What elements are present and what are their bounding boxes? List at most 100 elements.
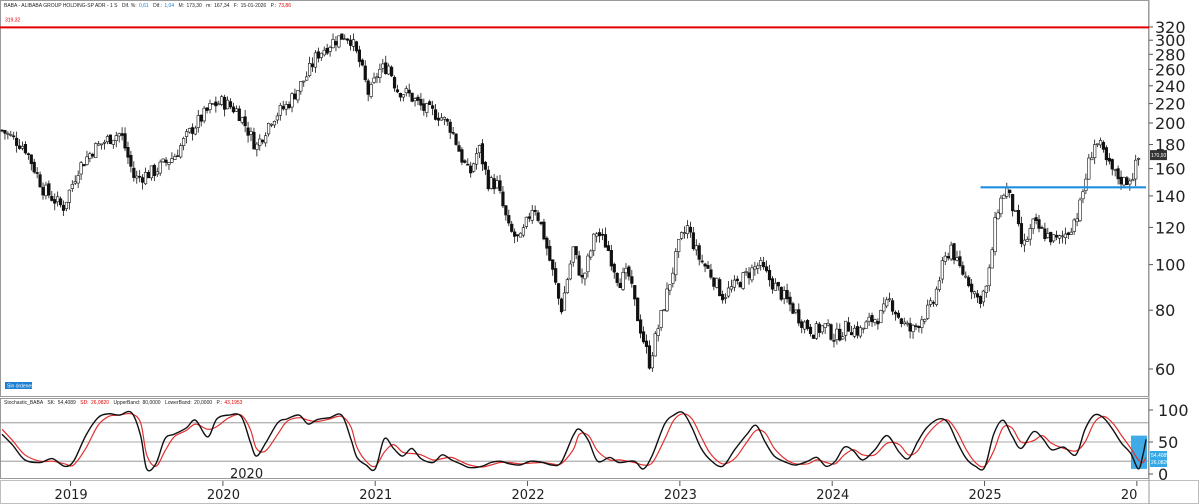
candle-body	[507, 215, 511, 224]
candle-body	[319, 52, 323, 58]
time-tick-label: 2021	[359, 488, 392, 503]
candle-body	[788, 296, 792, 305]
time-tick-label: 2020	[207, 488, 240, 503]
candle-body	[1119, 176, 1123, 185]
candle-body	[141, 177, 145, 183]
candle-body	[551, 259, 555, 270]
candle-body	[1131, 179, 1135, 182]
price-tick-label: 60	[1155, 360, 1175, 379]
candle-body	[17, 145, 22, 149]
candle-body	[466, 163, 470, 166]
candle-body	[97, 143, 101, 146]
candle-body	[445, 119, 449, 122]
candle-body	[700, 260, 704, 263]
candle-body	[644, 340, 649, 347]
candle-body	[885, 299, 889, 307]
candle-body	[548, 246, 552, 261]
price-tick-label: 100	[1155, 256, 1186, 275]
candle-body	[823, 323, 827, 328]
candle-body	[1057, 235, 1062, 239]
price-overlays: 319,32 170,93	[0, 17, 1167, 189]
candle-body	[143, 172, 148, 185]
candle-body	[416, 96, 420, 101]
candle-body	[419, 99, 423, 106]
candle-body	[161, 158, 165, 163]
oscillator-header: Stochastic_BABA SK: 54,4089 SD: 26,0820 …	[4, 400, 243, 406]
candle-body	[252, 131, 256, 150]
candle-body	[392, 76, 397, 89]
candle-body	[1104, 147, 1108, 161]
candle-body	[463, 160, 467, 163]
candle-body	[375, 76, 379, 79]
candle-body	[556, 283, 561, 299]
candle-body	[586, 255, 590, 273]
candle-body	[225, 99, 230, 110]
candle-body	[243, 116, 247, 127]
candle-body	[105, 136, 110, 142]
candle-body	[249, 131, 253, 135]
candle-body	[721, 294, 725, 301]
candle-body	[949, 244, 953, 260]
candle-body	[173, 156, 177, 160]
candle-body	[759, 260, 763, 266]
candle-body	[152, 164, 156, 177]
candle-body	[1043, 228, 1047, 239]
time-axis-frame	[0, 480, 1199, 504]
candle-body	[208, 103, 212, 110]
candle-body	[524, 216, 528, 227]
price-tick-label: 200	[1155, 114, 1186, 133]
candle-body	[474, 153, 479, 165]
candle-body	[808, 326, 813, 334]
candle-body	[1075, 218, 1079, 223]
candle-body	[129, 155, 133, 167]
candle-body	[1028, 227, 1032, 240]
price-tick-label: 260	[1155, 60, 1186, 79]
candle-body	[401, 94, 405, 98]
candle-body	[568, 263, 572, 280]
candle-body	[480, 143, 485, 165]
candle-body	[934, 288, 939, 305]
candle-body	[876, 321, 880, 325]
candle-body	[23, 144, 28, 154]
candle-body	[832, 340, 836, 342]
candle-body	[653, 333, 657, 357]
candle-body	[665, 288, 669, 312]
candle-body	[384, 62, 388, 75]
price-panel-frame	[0, 0, 1149, 397]
candle-body	[228, 101, 233, 108]
candle-body	[340, 33, 344, 40]
candle-body	[753, 266, 757, 270]
candle-body	[533, 209, 537, 212]
candle-body	[820, 325, 824, 333]
candle-body	[1002, 194, 1006, 199]
candle-body	[413, 98, 417, 102]
candle-body	[615, 272, 619, 283]
candle-body	[3, 130, 7, 134]
candle-body	[882, 303, 886, 312]
candle-body	[1107, 157, 1111, 162]
candle-body	[47, 183, 51, 196]
chart-header: BABA - ALIBABA GROUP HOLDING-SP ADR - 1 …	[4, 3, 291, 9]
candle-body	[94, 143, 98, 159]
candle-body	[650, 355, 654, 369]
candle-body	[296, 90, 300, 101]
candle-body	[287, 104, 291, 109]
candle-body	[410, 92, 414, 102]
candle-body	[750, 267, 754, 281]
candle-body	[199, 114, 203, 122]
orders-badge[interactable]	[5, 382, 32, 389]
candle-body	[349, 39, 353, 46]
oscillator-highlight	[1131, 435, 1147, 469]
candle-body	[202, 107, 206, 122]
candle-body	[864, 321, 868, 329]
candle-body	[38, 174, 42, 188]
candle-body	[357, 49, 361, 62]
candle-body	[767, 270, 772, 281]
candle-body	[565, 279, 569, 294]
candle-body	[908, 323, 912, 332]
candle-body	[472, 163, 476, 172]
candle-body	[492, 178, 496, 190]
candle-body	[595, 233, 599, 237]
oscillator-lines	[1, 410, 1147, 472]
candle-body	[600, 233, 605, 236]
